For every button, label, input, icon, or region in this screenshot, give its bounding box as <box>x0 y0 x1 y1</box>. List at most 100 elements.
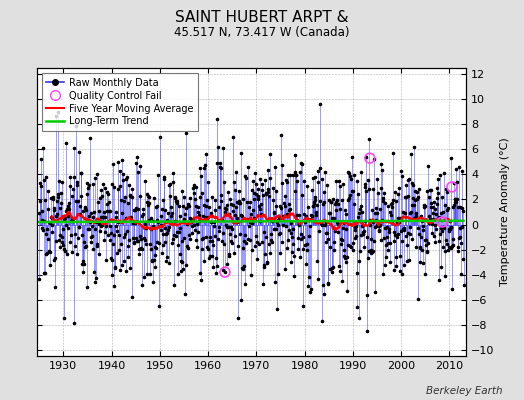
Point <box>323 182 331 188</box>
Point <box>308 187 316 194</box>
Point <box>321 219 330 225</box>
Point <box>403 192 412 199</box>
Point <box>300 178 308 185</box>
Point <box>419 227 428 233</box>
Point <box>92 274 101 281</box>
Point <box>188 218 196 224</box>
Point <box>342 210 350 217</box>
Point <box>92 171 101 178</box>
Point <box>224 224 232 230</box>
Point <box>163 230 171 236</box>
Point <box>426 216 434 223</box>
Point <box>251 242 259 249</box>
Point <box>362 188 370 194</box>
Point <box>214 236 222 242</box>
Point <box>290 188 299 194</box>
Point <box>316 164 324 171</box>
Point <box>416 244 424 250</box>
Point <box>238 196 247 202</box>
Point <box>163 210 172 216</box>
Point <box>115 232 123 238</box>
Point <box>248 178 257 184</box>
Point <box>305 233 314 239</box>
Point <box>231 212 239 218</box>
Point <box>449 242 457 248</box>
Point <box>61 247 69 254</box>
Point <box>339 197 347 204</box>
Point <box>446 226 454 232</box>
Point <box>408 236 417 242</box>
Point <box>108 180 116 187</box>
Point <box>318 318 326 324</box>
Point <box>425 187 434 194</box>
Point <box>275 214 283 221</box>
Point <box>319 282 327 288</box>
Point <box>160 239 169 246</box>
Point <box>143 198 151 205</box>
Point <box>267 236 276 243</box>
Point <box>289 226 297 233</box>
Point <box>394 231 402 238</box>
Point <box>279 212 287 219</box>
Point <box>203 245 212 252</box>
Point <box>309 202 317 209</box>
Point <box>88 232 96 239</box>
Point <box>73 182 81 189</box>
Point <box>183 201 192 207</box>
Point <box>378 271 387 278</box>
Point <box>329 264 337 271</box>
Point <box>107 255 115 262</box>
Point <box>257 180 266 187</box>
Point <box>125 193 134 200</box>
Point <box>149 218 157 224</box>
Point <box>215 160 224 166</box>
Point <box>161 224 169 231</box>
Point <box>59 242 67 249</box>
Point <box>376 206 385 212</box>
Point <box>241 281 249 288</box>
Point <box>267 218 276 224</box>
Point <box>191 196 199 202</box>
Point <box>331 201 340 207</box>
Point <box>381 262 390 268</box>
Point <box>113 159 122 165</box>
Point <box>210 233 219 240</box>
Point <box>252 233 260 240</box>
Point <box>38 208 47 214</box>
Point <box>294 234 302 241</box>
Point <box>165 181 173 188</box>
Point <box>66 183 74 189</box>
Point <box>141 225 150 231</box>
Point <box>301 216 309 222</box>
Point <box>377 161 386 168</box>
Point <box>105 199 113 205</box>
Point <box>345 192 354 198</box>
Point <box>48 215 57 221</box>
Point <box>444 247 452 253</box>
Point <box>136 162 145 169</box>
Point <box>82 242 90 249</box>
Point <box>240 238 248 244</box>
Point <box>110 282 118 289</box>
Point <box>199 213 207 219</box>
Point <box>205 234 214 240</box>
Point <box>216 164 224 170</box>
Point <box>333 196 342 203</box>
Point <box>171 194 179 201</box>
Point <box>387 212 395 218</box>
Point <box>49 194 57 200</box>
Point <box>272 306 281 312</box>
Point <box>383 224 391 230</box>
Point <box>65 206 73 212</box>
Point <box>196 194 204 200</box>
Point <box>91 279 99 286</box>
Point <box>367 247 376 254</box>
Point <box>83 284 92 291</box>
Point <box>260 229 268 235</box>
Point <box>118 261 126 268</box>
Point <box>418 218 427 224</box>
Point <box>138 282 147 288</box>
Point <box>255 203 264 210</box>
Point <box>455 234 464 240</box>
Point <box>219 230 227 237</box>
